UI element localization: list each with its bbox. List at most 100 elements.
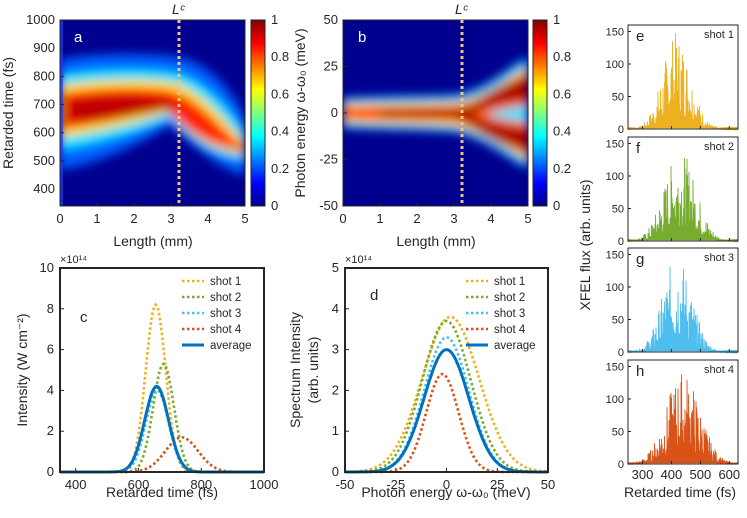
x-tick-label: 50 xyxy=(541,477,555,492)
colorbar-tick-label: 0 xyxy=(271,198,278,213)
x-tick-label: 25 xyxy=(490,477,504,492)
x-tick-label: 600 xyxy=(128,477,150,492)
colorbar-tick-label: 0.2 xyxy=(271,161,289,176)
y-tick-label: 50 xyxy=(324,12,338,27)
plot-c: 400 600 800 1000 0 2 4 6 8 10 xyxy=(40,260,279,492)
colorbar-b xyxy=(533,20,547,206)
heatmap-a-band xyxy=(60,20,245,206)
y-tick-label: 700 xyxy=(33,97,55,112)
x-tick-label: 300 xyxy=(632,467,654,482)
y-tick-label: 4 xyxy=(332,301,339,316)
panel-a: Lᶜ a 0 1 2 3 4 5 400 500 600 700 800 900 1000 Length… xyxy=(0,1,289,249)
x-tick-label: 4 xyxy=(204,211,211,226)
x-tick-label: 4 xyxy=(487,211,494,226)
panel-label: e xyxy=(636,28,644,45)
legend-label: shot 4 xyxy=(494,324,526,336)
x-tick-label: 0 xyxy=(56,211,63,226)
x-tick-label: 400 xyxy=(65,477,87,492)
y-tick-label: 100 xyxy=(606,171,624,183)
x-tick-label: 5 xyxy=(524,211,531,226)
legend-label: shot 4 xyxy=(210,324,242,336)
y-tick-label: 5 xyxy=(332,260,339,275)
legend-label: shot 2 xyxy=(210,292,241,304)
panel-g: 0 50 100 150 g shot 3 xyxy=(606,247,739,359)
y-tick-label: 3 xyxy=(332,342,339,357)
y-tick-label: 0 xyxy=(618,459,624,471)
panel-label: g xyxy=(636,251,644,268)
y-tick-label: -50 xyxy=(319,198,338,213)
spectrum-shot-4 xyxy=(627,374,739,466)
y-tick-label: 1000 xyxy=(26,12,55,27)
x-tick-label: 5 xyxy=(241,211,248,226)
y-tick-label: 150 xyxy=(606,139,624,151)
panel-frame xyxy=(627,247,739,353)
ylabel-a: Retarded time (fs) xyxy=(0,57,16,169)
x-tick-label: 0 xyxy=(339,211,346,226)
x-tick-label: 400 xyxy=(661,467,683,482)
xlabel-a: Length (mm) xyxy=(113,233,192,249)
y-tick-label: 500 xyxy=(33,153,55,168)
colorbar-b-ticks: 0 0.2 0.4 0.6 0.8 1 xyxy=(553,12,571,213)
x-tick-label: 1 xyxy=(93,211,100,226)
colorbar-tick-label: 0.8 xyxy=(553,49,571,64)
panel-label-b: b xyxy=(358,29,366,46)
legend-label: shot 3 xyxy=(494,308,525,320)
exponent-d: ×10¹⁴ xyxy=(345,254,372,266)
y-tick-label: 900 xyxy=(33,40,55,55)
panel-label: f xyxy=(636,140,641,157)
panel-label: h xyxy=(636,363,644,380)
shot-label: shot 2 xyxy=(704,141,734,153)
plot-d: -50 -25 0 25 50 0 1 2 3 4 5 xyxy=(332,260,555,492)
legend-label: average xyxy=(210,340,252,352)
y-tick-label: 50 xyxy=(612,204,624,216)
panel-frame xyxy=(627,136,739,242)
y-tick-label: 2 xyxy=(47,423,54,438)
shot-label: shot 3 xyxy=(704,252,734,264)
spectrum-shot-2 xyxy=(627,157,739,243)
panel-h: 0 50 100 150 300 400 500 600 h shot 4 xyxy=(606,359,740,482)
y-tick-label: 100 xyxy=(606,59,624,71)
y-tick-label: 50 xyxy=(612,315,624,327)
y-tick-label: 800 xyxy=(33,68,55,83)
y-tick-label: 0 xyxy=(618,236,624,248)
legend-label: shot 1 xyxy=(494,276,525,288)
panel-label-a: a xyxy=(74,29,83,46)
spectrum-shot-3 xyxy=(627,266,739,354)
colorbar-tick-label: 0 xyxy=(553,198,560,213)
y-tick-label: 0 xyxy=(618,347,624,359)
y-tick-label: 4 xyxy=(47,382,54,397)
colorbar-tick-label: 0.6 xyxy=(271,86,289,101)
ylabel-efgh: XFEL flux (arb. units) xyxy=(577,180,593,311)
ylabel-d-line1: Spectrum Intensity xyxy=(287,312,303,428)
panel-label-d: d xyxy=(370,287,378,304)
spectrum-shot-1 xyxy=(627,33,739,131)
shot-label: shot 1 xyxy=(704,29,734,41)
y-tick-label: -25 xyxy=(319,152,338,167)
legend-c: shot 1 shot 2 shot 3 shot 4 average xyxy=(182,276,252,352)
ylabel-d-line2: (arb. units) xyxy=(305,337,321,404)
y-tick-label: 50 xyxy=(612,427,624,439)
series-line-shot-1 xyxy=(345,315,549,474)
heatmap-b-band xyxy=(343,58,528,168)
xlabel-d: Photon energy ω-ω₀ (meV) xyxy=(361,484,530,500)
x-tick-label: -25 xyxy=(386,477,405,492)
panel-label-c: c xyxy=(80,309,88,326)
y-tick-label: 0 xyxy=(47,464,54,479)
lc-label-a: Lᶜ xyxy=(172,1,186,17)
series-line-shot-3 xyxy=(60,389,264,474)
legend-label: shot 3 xyxy=(210,308,241,320)
series-line-average xyxy=(345,348,548,474)
colorbar-tick-label: 0.4 xyxy=(553,124,571,139)
x-tick-label: 1000 xyxy=(250,477,279,492)
legend-d: shot 1 shot 2 shot 3 shot 4 average xyxy=(466,276,536,352)
y-tick-label: 2 xyxy=(332,382,339,397)
legend-label: shot 2 xyxy=(494,292,525,304)
colorbar-tick-label: 0.4 xyxy=(271,124,289,139)
y-tick-label: 0 xyxy=(618,124,624,136)
ylabel-b: Photon energy ω-ω₀ (meV) xyxy=(292,28,308,197)
xlabel-efgh: Retarded time (fs) xyxy=(624,484,736,500)
colorbar-a xyxy=(251,20,265,206)
panel-f: 0 50 100 150 f shot 2 xyxy=(606,136,739,248)
